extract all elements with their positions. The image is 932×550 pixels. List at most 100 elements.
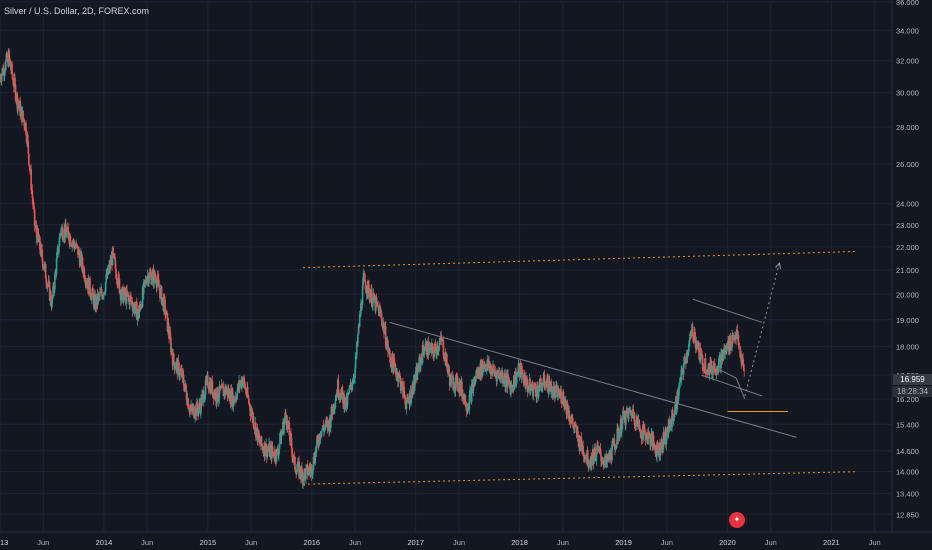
candle-body [611,440,614,445]
candle-body [646,439,649,443]
candle-body [592,450,595,464]
candle-body [661,449,664,451]
candle-body [334,407,336,409]
time-tick-label: Jun [37,538,49,547]
candle-body [220,384,223,389]
candle-body [375,297,378,303]
line-drawing[interactable] [701,374,763,397]
candle-body [635,419,638,427]
candle-body [378,307,381,317]
line-drawing[interactable] [389,321,797,438]
candle-body [157,279,160,287]
candle-body [316,436,318,445]
candle-body [545,381,548,384]
candle-body [515,374,518,384]
candle-body [233,395,235,403]
candle-body [121,288,123,297]
candle-body [234,399,236,401]
price-tick-label: 18.000 [896,343,919,352]
candle-body [630,410,632,415]
candle-body [547,390,550,393]
candle-body [383,322,385,334]
candle-body [702,368,705,370]
candle-body [427,342,430,355]
candle-body [533,386,535,389]
candle-body [173,362,176,370]
candle-body [657,448,659,451]
candle-body [541,385,544,388]
candle-body [45,278,47,283]
candle-body [54,273,56,290]
candle-body [582,455,585,457]
candle-body [200,397,202,414]
candle-body [387,351,390,353]
price-tick-label: 14.600 [896,447,919,456]
dotted-line-drawing[interactable] [303,471,858,485]
candle-body [62,239,64,241]
candle-body [23,120,26,127]
time-axis[interactable]: 2013 Jun 2014 Jun 2015 Jun 2016 Jun 2017 Jun 2018 J… [0,538,881,547]
price-tick-label: 26.000 [896,160,919,169]
candle-body [163,296,166,300]
dotted-arrow-drawing[interactable] [744,262,780,397]
candle-body [201,394,203,406]
candle-body [354,356,357,369]
candle-body [568,410,571,421]
price-tick-label: 13.400 [896,489,919,498]
candle-body [389,356,392,363]
candle-body [683,356,685,366]
candle-body [71,242,74,244]
candle-body [187,398,190,409]
candle-body [291,457,294,459]
candle-body [401,382,403,389]
candle-body [284,412,287,419]
price-tick-label: 21.000 [896,266,919,275]
candle-body [625,411,627,426]
candle-body [448,367,450,376]
candle-body [606,458,609,463]
candle-body [529,386,532,393]
line-drawing[interactable] [692,298,763,323]
candle-body [201,391,204,395]
candle-body [163,296,165,311]
candle-body [233,399,236,403]
tradingview-logo-icon[interactable]: ✦ [729,512,745,528]
candle-body [558,391,560,394]
candle-body [418,357,421,359]
candle-body [729,335,732,350]
time-tick-label: Jun [765,538,777,547]
candle-body [534,383,536,389]
candle-body [93,296,95,306]
dotted-line-drawing[interactable] [303,250,858,269]
candle-body [474,376,477,382]
candle-body [258,437,261,439]
time-tick-label: 2020 [719,538,736,547]
candle-body [92,288,94,295]
line-drawing[interactable] [735,377,746,400]
candle-body [131,301,134,307]
line-drawing[interactable] [718,368,737,379]
candle-body [178,363,180,377]
candle-body [58,236,61,246]
candle-body [525,376,528,379]
candle-body [113,253,116,259]
price-axis[interactable]: 36.000 34.000 32.000 30.000 28.000 26.000 24.0… [896,0,919,519]
candle-body [522,373,524,380]
candle-body [154,277,157,279]
candle-body [739,346,741,358]
candle-body [132,307,135,312]
candle-body [425,341,428,355]
candle-body [447,369,449,373]
candle-body [421,345,424,363]
candle-body [513,375,516,387]
candle-body [362,273,365,278]
candle-body [9,58,11,61]
candle-body [619,429,621,438]
candle-body [192,407,194,412]
candle-body [687,351,689,355]
candle-body [386,342,388,348]
candle-body [611,444,613,460]
candle-body [730,347,733,350]
candle-body [403,395,406,398]
